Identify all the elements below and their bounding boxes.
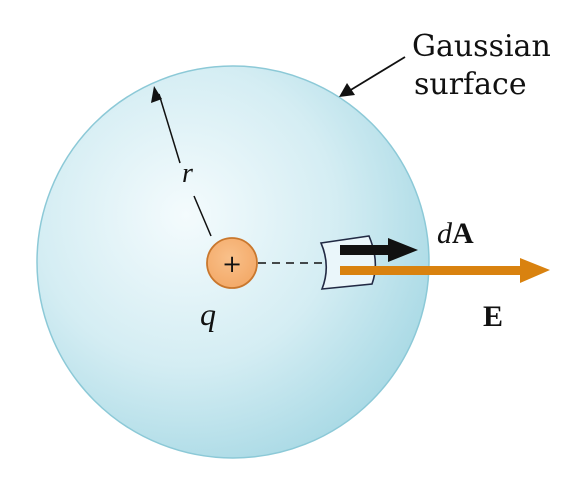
electric-field-label: E: [483, 300, 503, 333]
radius-vector: [151, 86, 212, 237]
radius-label: r: [182, 158, 193, 189]
point-charge: [206, 237, 258, 289]
area-vector-label: dA: [437, 217, 474, 250]
annotation-line-1: Gaussian: [412, 29, 551, 64]
annotation-line-2: surface: [414, 67, 527, 102]
electric-field-arrow: [340, 258, 550, 283]
area-A-symbol: A: [452, 217, 474, 250]
annotation-pointer-arrow: [339, 56, 406, 97]
charge-sign: +: [222, 250, 242, 278]
radius-arrowhead: [151, 86, 162, 103]
area-element-patch: [319, 235, 377, 290]
area-d-symbol: d: [437, 217, 453, 250]
area-vector-arrow: [340, 238, 418, 262]
charge-label: q: [200, 296, 216, 332]
